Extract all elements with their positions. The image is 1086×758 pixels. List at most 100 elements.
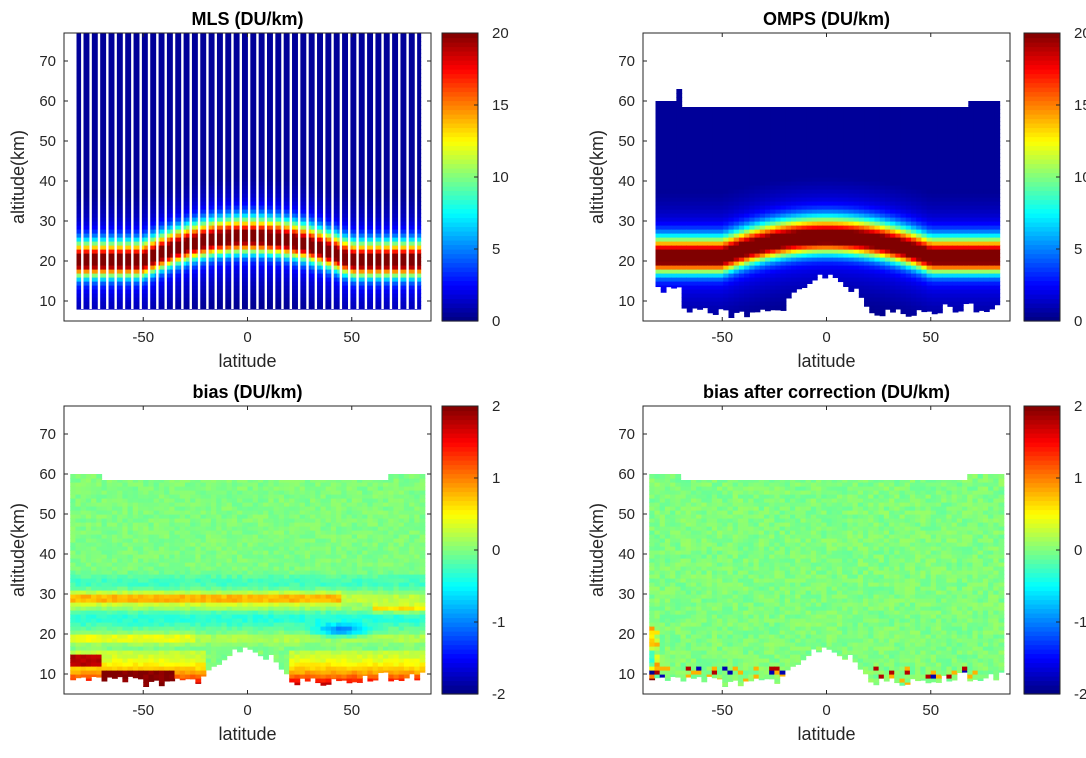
heatmap-cell: [269, 149, 276, 154]
heatmap-cell: [305, 129, 312, 134]
heatmap-cell: [76, 117, 83, 122]
heatmap-cell: [248, 289, 255, 294]
heatmap-cell: [180, 269, 187, 274]
heatmap-cell: [681, 253, 688, 258]
heatmap-cell: [269, 209, 276, 214]
heatmap-cell: [655, 101, 662, 106]
heatmap-cell: [660, 121, 667, 126]
heatmap-cell: [206, 205, 213, 210]
heatmap-cell: [97, 169, 104, 174]
heatmap-cell: [191, 77, 198, 82]
heatmap-cell: [358, 301, 364, 306]
heatmap-cell: [300, 45, 307, 50]
heatmap-cell: [92, 37, 98, 42]
heatmap-cell: [180, 189, 187, 194]
heatmap-cell: [243, 37, 250, 42]
heatmap-cell: [180, 165, 187, 170]
heatmap-cell: [671, 241, 677, 246]
heatmap-cell: [217, 37, 224, 42]
heatmap-cell: [139, 305, 145, 310]
heatmap-cell: [311, 185, 317, 190]
heatmap-cell: [107, 37, 114, 42]
heatmap-cell: [665, 285, 672, 288]
heatmap-cell: [410, 145, 416, 150]
heatmap-cell: [159, 81, 166, 86]
colorbar-swatch: [442, 82, 478, 88]
heatmap-cell: [681, 169, 688, 174]
colorbar-swatch: [442, 181, 478, 187]
heatmap-cell: [269, 185, 276, 190]
heatmap-cell: [285, 197, 291, 202]
heatmap-cell: [373, 145, 380, 150]
heatmap-cell: [97, 189, 104, 194]
heatmap-cell: [185, 181, 192, 186]
heatmap-cell: [384, 37, 390, 42]
heatmap-cell: [107, 197, 114, 202]
heatmap-cell: [399, 109, 406, 114]
heatmap-cell: [159, 77, 166, 82]
heatmap-cell: [316, 269, 323, 274]
heatmap-cell: [227, 65, 234, 70]
heatmap-cell: [389, 37, 396, 42]
heatmap-cell: [232, 185, 239, 190]
heatmap-cell: [123, 233, 130, 238]
heatmap-cell: [206, 61, 213, 66]
heatmap-cell: [305, 249, 312, 254]
heatmap-cell: [311, 145, 317, 150]
heatmap-cell: [180, 185, 187, 190]
heatmap-cell: [123, 273, 130, 278]
heatmap-cell: [159, 253, 166, 258]
heatmap-cell: [180, 133, 187, 138]
heatmap-cell: [331, 209, 338, 214]
heatmap-cell: [217, 65, 224, 70]
heatmap-cell: [671, 257, 677, 262]
heatmap-cell: [326, 249, 333, 254]
heatmap-cell: [300, 125, 307, 130]
heatmap-cell: [384, 245, 390, 250]
heatmap-cell: [655, 161, 662, 166]
heatmap-cell: [107, 137, 114, 142]
heatmap-cell: [222, 173, 229, 178]
heatmap-cell: [342, 61, 349, 66]
heatmap-cell: [258, 185, 265, 190]
heatmap-cell: [384, 189, 390, 194]
heatmap-cell: [399, 93, 406, 98]
heatmap-cell: [222, 97, 229, 102]
heatmap-cell: [300, 253, 307, 258]
heatmap-cell: [243, 229, 250, 234]
heatmap-cell: [107, 157, 114, 162]
heatmap-cell: [665, 197, 672, 202]
heatmap-cell: [342, 49, 349, 54]
heatmap-cell: [123, 305, 130, 310]
heatmap-cell: [159, 181, 166, 186]
heatmap-cell: [285, 41, 291, 46]
heatmap-cell: [274, 117, 281, 122]
heatmap-cell: [92, 297, 98, 302]
heatmap-cell: [384, 261, 390, 266]
heatmap-cell: [410, 173, 416, 178]
heatmap-cell: [660, 169, 667, 174]
heatmap-cell: [358, 237, 364, 242]
heatmap-cell: [655, 133, 662, 138]
heatmap-cell: [180, 85, 187, 90]
heatmap-cell: [227, 89, 234, 94]
heatmap-cell: [118, 129, 125, 134]
heatmap-cell: [300, 105, 307, 110]
heatmap-cell: [102, 285, 109, 290]
heatmap-cell: [102, 229, 109, 234]
heatmap-cell: [107, 121, 114, 126]
heatmap-cell: [159, 129, 166, 134]
heatmap-cell: [311, 201, 317, 206]
heatmap-cell: [274, 181, 281, 186]
gap-stripe: [189, 33, 192, 309]
heatmap-cell: [305, 273, 312, 278]
heatmap-cell: [165, 101, 171, 106]
heatmap-cell: [368, 193, 375, 198]
heatmap-cell: [159, 93, 166, 98]
heatmap-cell: [373, 157, 380, 162]
heatmap-cell: [655, 277, 662, 282]
heatmap-cell: [118, 193, 125, 198]
heatmap-cell: [300, 197, 307, 202]
heatmap-cell: [180, 145, 187, 150]
colorbar-swatch: [442, 154, 478, 160]
